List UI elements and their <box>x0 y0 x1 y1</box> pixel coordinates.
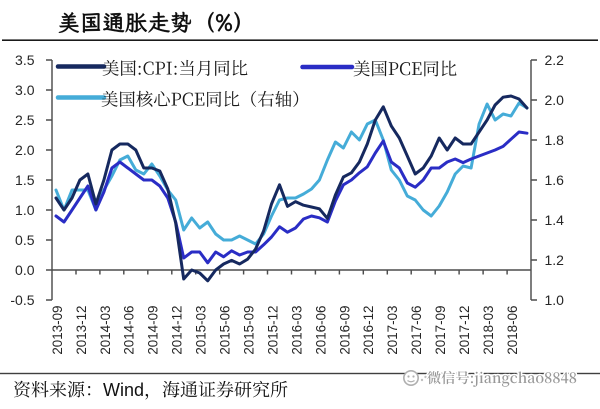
svg-text:2013-09: 2013-09 <box>50 306 65 355</box>
svg-text:2015-06: 2015-06 <box>218 306 233 355</box>
svg-text:1.4: 1.4 <box>545 212 565 228</box>
svg-text:2013-12: 2013-12 <box>74 306 89 355</box>
svg-text:3.5: 3.5 <box>15 52 35 68</box>
svg-text:Wind: Wind <box>103 380 144 400</box>
svg-text:2014-09: 2014-09 <box>146 306 161 355</box>
svg-text:2016-03: 2016-03 <box>289 306 304 355</box>
svg-text:2.0: 2.0 <box>15 142 35 158</box>
svg-text:1.0: 1.0 <box>15 202 35 218</box>
svg-text:2016-09: 2016-09 <box>337 306 352 355</box>
svg-text:1.0: 1.0 <box>545 292 565 308</box>
svg-text:2016-06: 2016-06 <box>313 306 328 355</box>
svg-text:1.2: 1.2 <box>545 252 565 268</box>
svg-text:2016-12: 2016-12 <box>361 306 376 355</box>
svg-text:2017-12: 2017-12 <box>457 306 472 355</box>
svg-text:2014-03: 2014-03 <box>98 306 113 355</box>
svg-text:2015-03: 2015-03 <box>194 306 209 355</box>
svg-text:-0.5: -0.5 <box>10 292 34 308</box>
svg-text:1.5: 1.5 <box>15 172 35 188</box>
svg-text:2017-09: 2017-09 <box>433 306 448 355</box>
svg-text:3.0: 3.0 <box>15 82 35 98</box>
svg-text:2.5: 2.5 <box>15 112 35 128</box>
svg-text:2018-03: 2018-03 <box>481 306 496 355</box>
svg-text:1.6: 1.6 <box>545 172 565 188</box>
svg-text:2014-12: 2014-12 <box>170 306 185 355</box>
svg-text:0.0: 0.0 <box>15 262 35 278</box>
svg-text:2.0: 2.0 <box>545 92 565 108</box>
svg-text:2017-06: 2017-06 <box>409 306 424 355</box>
svg-text:1.8: 1.8 <box>545 132 565 148</box>
svg-text:2015-12: 2015-12 <box>265 306 280 355</box>
svg-text:2018-06: 2018-06 <box>505 306 520 355</box>
svg-text:2017-03: 2017-03 <box>385 306 400 355</box>
svg-text:2015-09: 2015-09 <box>242 306 257 355</box>
svg-text:2.2: 2.2 <box>545 52 565 68</box>
svg-text:2014-06: 2014-06 <box>122 306 137 355</box>
svg-text:0.5: 0.5 <box>15 232 35 248</box>
